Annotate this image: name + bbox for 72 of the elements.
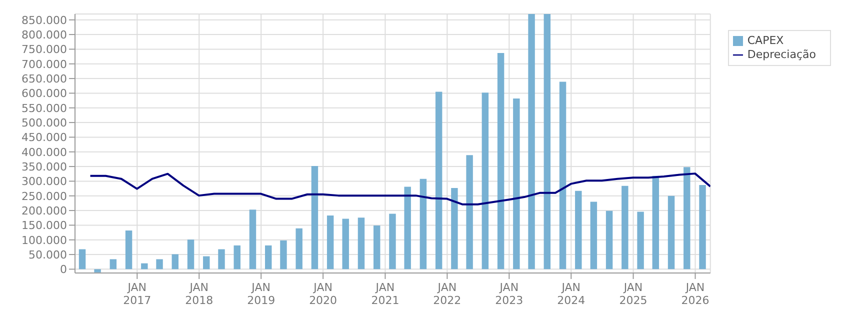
bar	[280, 240, 287, 270]
bar	[187, 240, 194, 270]
y-tick-label: 600.000	[22, 87, 67, 100]
x-tick-label: JAN 2025	[619, 281, 648, 307]
bar	[497, 53, 504, 270]
x-tick-label: JAN 2022	[433, 281, 462, 307]
bar	[373, 225, 380, 270]
bar	[668, 196, 675, 270]
legend-label: CAPEX	[747, 34, 784, 47]
bar	[125, 230, 132, 270]
bar	[218, 249, 225, 270]
y-tick-label: 250.000	[22, 190, 67, 203]
bar	[622, 186, 628, 270]
y-tick-label: 200.000	[22, 204, 67, 218]
x-tick-label: JAN 2021	[371, 281, 400, 307]
bar	[358, 218, 365, 270]
x-tick-label: JAN 2026	[681, 281, 710, 307]
bar	[326, 216, 334, 270]
x-tick-label: JAN 2018	[185, 281, 214, 307]
bar	[296, 228, 302, 270]
bar	[342, 218, 349, 270]
bar	[451, 188, 458, 270]
bar	[249, 210, 256, 270]
bar	[78, 249, 86, 270]
y-tick-label: 550.000	[22, 102, 67, 115]
bar	[684, 167, 690, 270]
y-tick-label: 500.000	[22, 116, 67, 130]
bar	[544, 14, 551, 270]
bar	[264, 245, 272, 270]
bar	[652, 176, 660, 270]
bar	[311, 166, 318, 270]
bar	[699, 185, 706, 270]
line-series	[89, 172, 710, 206]
bar	[606, 210, 613, 270]
y-tick-label: 150.000	[22, 219, 67, 232]
y-tick-label: 350.000	[22, 160, 67, 174]
y-tick-label: 750.000	[22, 43, 67, 56]
x-tick-label: JAN 2017	[123, 281, 152, 307]
y-tick-label: 850.000	[22, 14, 67, 27]
bar	[513, 98, 520, 270]
y-tick-label: 400.000	[22, 146, 67, 159]
y-tick-label: 0	[60, 263, 67, 276]
y-tick-label: 100.000	[22, 234, 67, 247]
y-tick-label: 650.000	[22, 72, 67, 86]
bar	[110, 259, 117, 270]
bar	[141, 263, 148, 270]
bar	[482, 92, 489, 270]
bar	[575, 190, 582, 270]
bar	[203, 256, 210, 270]
y-tick-label: 700.000	[22, 58, 67, 71]
bar	[404, 186, 411, 270]
y-tick-label: 300.000	[22, 175, 67, 188]
bar	[559, 82, 566, 270]
y-tick-label: 450.000	[22, 131, 67, 144]
bar	[435, 92, 442, 270]
bar	[420, 178, 427, 270]
bar	[466, 155, 473, 270]
legend-label: Depreciação	[747, 48, 816, 61]
x-tick-label: JAN 2020	[309, 281, 338, 307]
bar	[234, 245, 240, 270]
bar	[590, 202, 598, 270]
bar	[528, 14, 535, 270]
y-tick-label: 50.000	[28, 248, 67, 262]
bar	[156, 259, 163, 270]
bar	[637, 212, 644, 270]
x-tick-label: JAN 2023	[495, 281, 524, 307]
bar	[172, 254, 179, 270]
bar	[94, 269, 101, 272]
y-tick-label: 800.000	[22, 28, 67, 42]
bar	[389, 214, 396, 270]
x-tick-label: JAN 2019	[247, 281, 276, 307]
x-tick-label: JAN 2024	[557, 281, 586, 307]
